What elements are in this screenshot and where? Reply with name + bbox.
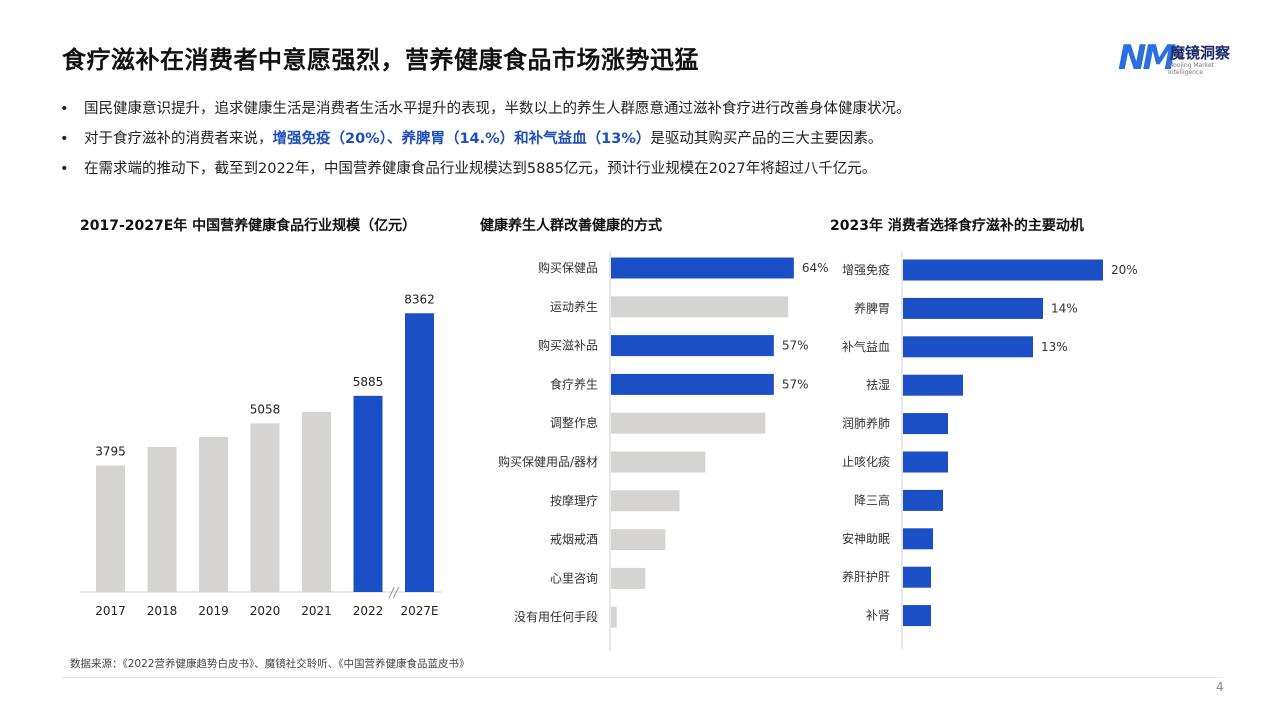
data-label: 13%: [1041, 340, 1068, 354]
bullet-dot: •: [60, 131, 69, 147]
x-tick-label: 2020: [250, 604, 281, 618]
bar: [611, 373, 774, 395]
category-label: 润肺养肺: [842, 416, 890, 431]
x-tick-label: 2021: [301, 604, 332, 618]
footer-divider: [62, 677, 1222, 678]
data-label: 20%: [1111, 263, 1138, 277]
category-label: 心里咨询: [550, 570, 598, 585]
bar: [353, 395, 383, 592]
summary-bullet: • 国民健康意识提升，追求健康生活是消费者生活水平提升的表现，半数以上的养生人群愿…: [58, 94, 911, 124]
category-label: 增强免疫: [842, 262, 890, 277]
bullet-text: 对于食疗滋补的消费者来说，: [84, 131, 273, 147]
data-label: 3795: [95, 445, 126, 459]
chart-title-motivations: 2023年 消费者选择食疗滋补的主要动机: [830, 218, 1084, 234]
bar: [903, 413, 948, 435]
bar: [611, 257, 794, 279]
motivations-bar-chart: 增强免疫 20% 养脾胃 14% 补气益血 13% 祛湿润肺养肺止咳化痰降三高安神助眠养肝护…: [842, 252, 1138, 649]
bar: [903, 528, 933, 550]
logo-subtext: Moojing Market Intelligence: [1168, 62, 1214, 76]
chart-title-market-size: 2017-2027E年 中国营养健康食品行业规模（亿元）: [80, 218, 417, 234]
bar: [903, 605, 931, 627]
bullet-highlight-text: 增强免疫（20%）、养脾胃（14.%）和补气益血（13%）: [272, 131, 651, 147]
summary-bullet: • 在需求端的推动下，截至到2022年，中国营养健康食品行业规模达到5885亿元，…: [58, 154, 911, 184]
brand-logo: NM 魔镜洞察 Moojing Market Intelligence: [1118, 38, 1248, 78]
bar: [611, 451, 706, 473]
category-label: 补气益血: [842, 339, 890, 354]
bar: [302, 412, 331, 592]
data-source-note: 数据来源：《2022营养健康趋势白皮书》、魔镜社交聆听、《中国营养健康食品蓝皮书…: [70, 658, 470, 670]
page-title: 食疗滋补在消费者中意愿强烈，营养健康食品市场涨势迅猛: [62, 46, 699, 74]
category-label: 购买保健用品/器材: [498, 454, 598, 469]
bar: [96, 465, 125, 592]
bullet-text: 在需求端的推动下，截至到2022年，中国营养健康食品行业规模达到5885亿元，预…: [84, 161, 877, 177]
data-label: 14%: [1051, 301, 1078, 315]
bar: [199, 437, 228, 592]
category-label: 购买滋补品: [538, 338, 598, 353]
category-label: 降三高: [854, 492, 890, 507]
category-label: 止咳化痰: [842, 454, 890, 469]
bar: [250, 423, 280, 592]
category-label: 没有用任何手段: [514, 609, 598, 624]
bar: [611, 567, 646, 589]
bar: [903, 374, 963, 396]
bar: [903, 451, 948, 473]
bullet-dot: •: [60, 161, 69, 177]
bar: [611, 412, 766, 434]
bar: [611, 490, 680, 512]
bar: [903, 259, 1103, 281]
category-label: 安神助眠: [842, 531, 890, 546]
bar: [903, 336, 1033, 358]
x-tick-label: 2022: [353, 604, 384, 618]
category-label: 运动养生: [550, 299, 598, 314]
category-label: 调整作息: [550, 415, 598, 430]
page-number: 4: [1216, 680, 1224, 694]
bullet-dot: •: [60, 101, 69, 117]
bar: [611, 335, 774, 357]
x-tick-label: 2017: [95, 604, 126, 618]
bar: [611, 606, 617, 628]
bullet-text: 是驱动其购买产品的三大主要因素。: [650, 131, 883, 147]
data-label: 8362: [404, 292, 435, 306]
x-tick-label: 2019: [198, 604, 229, 618]
category-label: 食疗养生: [550, 376, 598, 391]
data-label: 5885: [353, 375, 384, 389]
bar: [903, 566, 931, 588]
category-label: 祛湿: [866, 377, 890, 392]
category-label: 购买保健品: [538, 260, 598, 275]
category-label: 补肾: [866, 609, 890, 623]
chart-title-health-methods: 健康养生人群改善健康的方式: [480, 218, 662, 234]
bar: [405, 313, 434, 592]
summary-bullets: • 国民健康意识提升，追求健康生活是消费者生活水平提升的表现，半数以上的养生人群愿…: [58, 94, 911, 184]
market-size-bar-chart: 3795 2017 2018 2019 5058 2020 2021 5885 2022 8362…: [80, 292, 442, 618]
data-label: 5058: [250, 402, 281, 416]
logo-mark: NM: [1118, 38, 1176, 78]
data-label: 57%: [782, 377, 809, 391]
category-label: 戒烟戒酒: [550, 533, 598, 547]
bar: [147, 447, 177, 592]
x-tick-label: 2018: [147, 604, 178, 618]
axis-break-mark: //: [388, 586, 399, 601]
data-label: 57%: [782, 339, 809, 353]
summary-bullet: • 对于食疗滋补的消费者来说，增强免疫（20%）、养脾胃（14.%）和补气益血（1…: [58, 124, 911, 154]
category-label: 养脾胃: [854, 300, 890, 315]
bullet-text: 国民健康意识提升，追求健康生活是消费者生活水平提升的表现，半数以上的养生人群愿意…: [84, 101, 911, 117]
bar: [903, 297, 1043, 319]
data-label: 64%: [802, 261, 829, 275]
category-label: 养肝护肝: [842, 569, 890, 584]
bar: [903, 489, 943, 511]
category-label: 按摩理疗: [550, 493, 598, 508]
x-tick-label: 2027E: [400, 604, 438, 618]
bar: [611, 296, 789, 318]
bar: [611, 529, 666, 551]
logo-text: 魔镜洞察: [1170, 44, 1231, 62]
